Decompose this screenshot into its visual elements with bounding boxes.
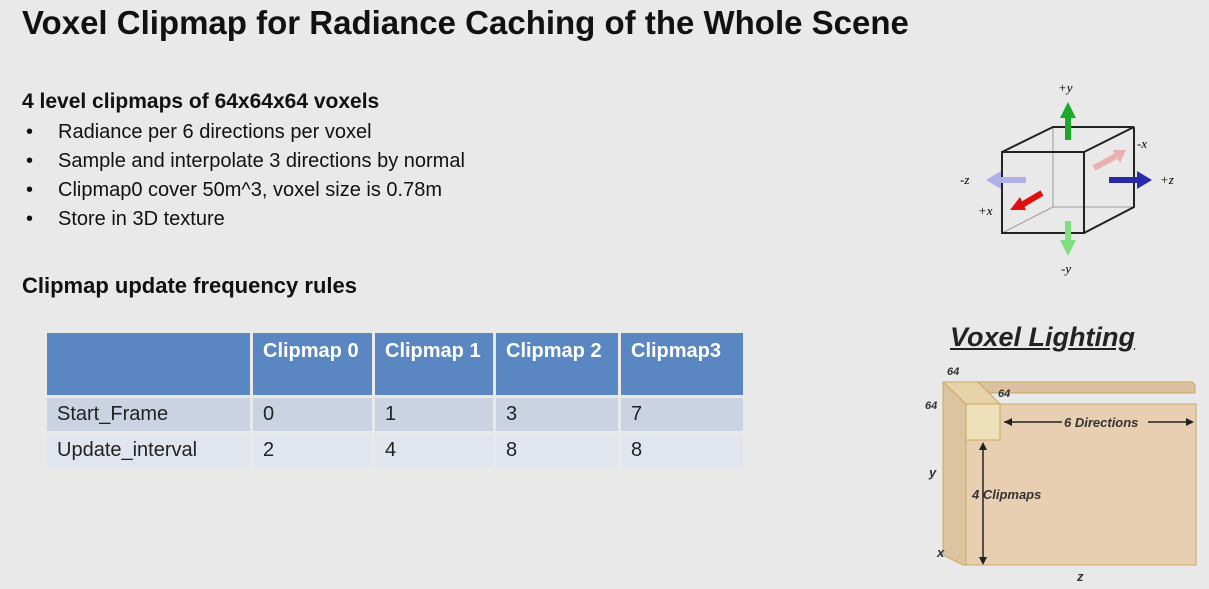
- table-header: Clipmap3: [618, 330, 746, 398]
- table-header: Clipmap 1: [372, 330, 496, 398]
- label-plus-z: +z: [1160, 172, 1174, 187]
- slide-title: Voxel Clipmap for Radiance Caching of th…: [22, 4, 909, 41]
- minus-z-arrow-icon: [986, 171, 1026, 189]
- table-cell: 4: [372, 431, 496, 470]
- update-frequency-table: Clipmap 0 Clipmap 1 Clipmap 2 Clipmap3 S…: [44, 330, 746, 470]
- table-cell: Start_Frame: [44, 395, 253, 434]
- bullet-item: • Sample and interpolate 3 directions by …: [26, 150, 465, 172]
- label-plus-y: +y: [1058, 80, 1073, 95]
- table-cell: 8: [493, 431, 621, 470]
- bullet-item: • Store in 3D texture: [26, 208, 225, 230]
- table-header: Clipmap 0: [250, 330, 375, 398]
- voxel-lighting-diagram: 6 Directions 4 Clipmaps 64 64 64 y x z: [925, 366, 1197, 584]
- label-plus-x: +x: [978, 203, 993, 218]
- table-row: Update_interval 2 4 8 8: [44, 431, 746, 470]
- dim-label: 64: [925, 400, 937, 412]
- bullet-item: • Clipmap0 cover 50m^3, voxel size is 0.7…: [26, 179, 442, 201]
- table-cell: 7: [618, 395, 746, 434]
- section-heading: 4 level clipmaps of 64x64x64 voxels: [22, 90, 380, 113]
- table-header: [44, 330, 253, 398]
- minus-y-arrow-icon: [1060, 221, 1076, 256]
- dim-label: 64: [998, 388, 1010, 400]
- table-cell: 3: [493, 395, 621, 434]
- table-cell: Update_interval: [44, 431, 253, 470]
- bullet-item: • Radiance per 6 directions per voxel: [26, 121, 372, 143]
- label-minus-x: -x: [1137, 136, 1147, 151]
- table-cell: 8: [618, 431, 746, 470]
- table-row: Start_Frame 0 1 3 7: [44, 395, 746, 434]
- table-cell: 1: [372, 395, 496, 434]
- cube-direction-diagram: +y -y +x -x +z -z: [960, 80, 1174, 276]
- axis-x-label: x: [936, 545, 945, 560]
- axis-y-label: y: [928, 465, 937, 480]
- table-header: Clipmap 2: [493, 330, 621, 398]
- minus-x-arrow-icon: [1092, 150, 1126, 171]
- clipmaps-label: 4 Clipmaps: [971, 487, 1041, 502]
- bullet-list: • Radiance per 6 directions per voxel • Sa…: [22, 118, 465, 234]
- table-cell: 2: [250, 431, 375, 470]
- plus-z-arrow-icon: [1109, 171, 1152, 189]
- voxel-lighting-title: Voxel Lighting: [950, 322, 1135, 352]
- section-heading: Clipmap update frequency rules: [22, 273, 357, 298]
- axis-z-label: z: [1076, 569, 1084, 584]
- label-minus-y: -y: [1061, 261, 1071, 276]
- plus-x-arrow-icon: [1010, 190, 1044, 210]
- table-cell: 0: [250, 395, 375, 434]
- dim-label: 64: [947, 366, 959, 378]
- label-minus-z: -z: [960, 172, 969, 187]
- plus-y-arrow-icon: [1060, 102, 1076, 140]
- directions-label: 6 Directions: [1064, 415, 1138, 430]
